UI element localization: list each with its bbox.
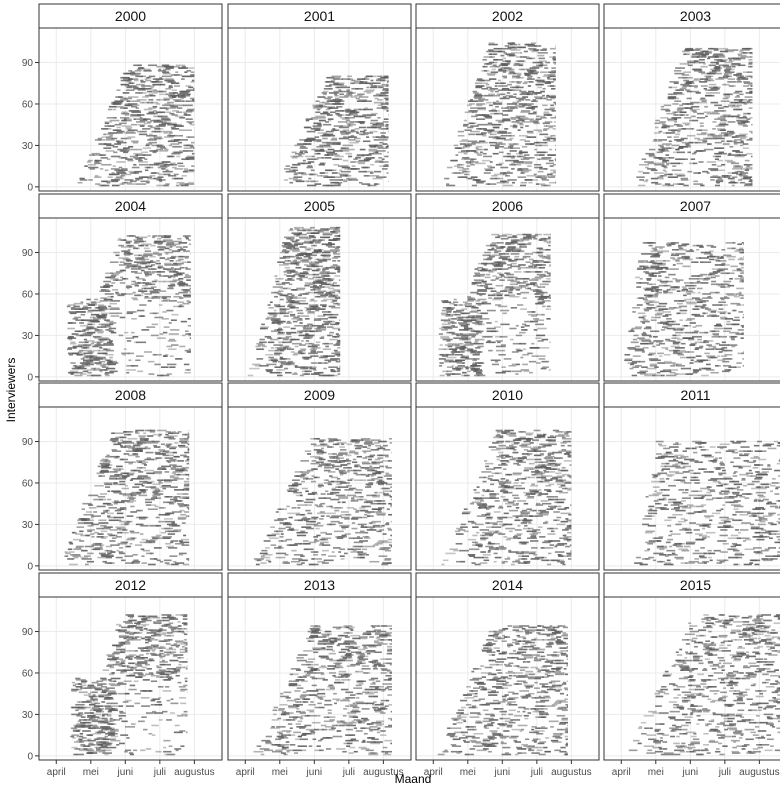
panel-background — [604, 28, 780, 191]
facet-strip — [603, 193, 780, 219]
y-tick-label: 90 — [22, 58, 34, 69]
facet-strip — [38, 193, 223, 219]
facet-2000: 2000 0 30 60 90 — [22, 3, 223, 193]
y-tick-label: 30 — [22, 141, 34, 152]
panel-background — [228, 218, 411, 381]
facet-strip-label: 2002 — [492, 8, 523, 24]
facet-strip-label: 2005 — [304, 198, 335, 214]
facet-2003: 2003 — [603, 3, 780, 192]
panel-background — [416, 218, 599, 381]
panel-border — [38, 27, 223, 192]
facet-panels: 2000 0 30 60 90 2001 2002 2003 2004 0 30 60 90 2005 20… — [22, 3, 780, 778]
y-tick-label: 30 — [22, 331, 34, 342]
activity-marks — [636, 47, 753, 187]
y-tick-label: 60 — [22, 289, 34, 300]
panel-border — [227, 27, 412, 192]
activity-marks — [66, 235, 191, 377]
y-tick-label: 0 — [27, 372, 33, 383]
facet-strip-label: 2003 — [680, 8, 711, 24]
facet-2002: 2002 — [415, 3, 600, 192]
y-tick-label: 90 — [22, 248, 34, 259]
facet-strip — [415, 193, 600, 219]
y-tick-label: 0 — [27, 182, 33, 193]
facet-strip — [227, 193, 412, 219]
panel-border — [415, 217, 600, 382]
facet-2005: 2005 — [227, 193, 412, 382]
panel-border — [227, 217, 412, 382]
y-tick-label: 60 — [22, 99, 34, 110]
facet-2006: 2006 — [415, 193, 600, 382]
panel-background — [416, 28, 599, 191]
activity-marks — [283, 75, 389, 187]
facet-2007: 2007 — [603, 193, 780, 382]
activity-marks — [444, 42, 556, 187]
facet-strip-label: 2001 — [304, 8, 335, 24]
panel-border — [415, 27, 600, 192]
activity-marks — [438, 233, 551, 377]
activity-marks — [77, 64, 195, 187]
panel-background — [604, 218, 780, 381]
activity-marks — [247, 226, 341, 377]
facet-strip — [38, 3, 223, 29]
facet-strip — [227, 3, 412, 29]
activity-marks — [624, 242, 744, 377]
panel-border — [603, 27, 780, 192]
facet-strip — [603, 3, 780, 29]
facet-2001: 2001 — [227, 3, 412, 192]
facet-2004: 2004 0 30 60 90 — [22, 193, 223, 383]
facet-strip-label: 2004 — [115, 198, 146, 214]
panel-border — [38, 217, 223, 382]
facet-strip-label: 2000 — [115, 8, 146, 24]
facet-strip — [415, 3, 600, 29]
facet-strip-label: 2006 — [492, 198, 523, 214]
facet-strip-label: 2007 — [680, 198, 711, 214]
